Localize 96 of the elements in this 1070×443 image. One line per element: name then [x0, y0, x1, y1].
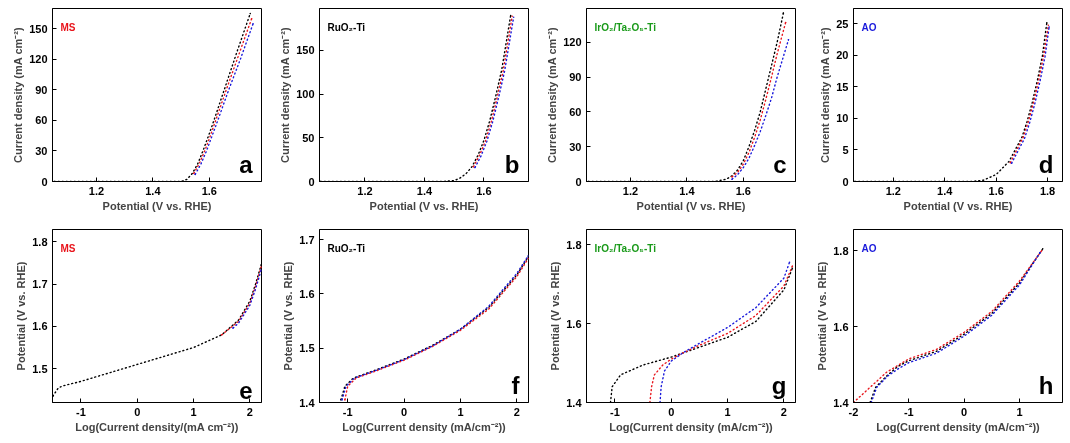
y-axis-title: Potential (V vs. RHE)	[549, 261, 562, 371]
x-axis-title: Log(Current density/(mA cm⁻²))	[75, 420, 239, 433]
x-tick-label: 1.2	[357, 184, 373, 197]
y-tick-label: 1.7	[299, 233, 315, 246]
y-tick-label: 90	[569, 71, 582, 83]
x-tick-label: 1.4	[679, 184, 696, 197]
x-tick-label: 1	[457, 405, 464, 418]
x-tick-label: 1	[190, 405, 197, 418]
x-tick-label: -1	[342, 405, 353, 418]
x-axis-title: Potential (V vs. RHE)	[636, 199, 746, 212]
y-tick-label: 0	[842, 175, 849, 188]
x-tick-label: 1.2	[885, 184, 901, 197]
y-tick-label: 1.7	[32, 278, 48, 291]
x-tick-label: -2	[848, 405, 859, 418]
annotation: h	[1038, 371, 1054, 399]
x-axis-title: Potential (V vs. RHE)	[102, 199, 212, 212]
annotation: e	[239, 376, 253, 404]
annotation: c	[773, 150, 787, 178]
y-tick-label: 1.6	[833, 320, 849, 333]
y-tick-label: 1.4	[566, 396, 583, 409]
x-tick-label: 1.6	[476, 184, 492, 197]
y-tick-label: 1.8	[566, 238, 582, 251]
x-tick-label: 1.4	[416, 184, 433, 197]
y-tick-label: 150	[296, 44, 315, 57]
y-tick-label: 30	[569, 140, 582, 153]
x-tick-label: 1.4	[937, 184, 954, 197]
x-tick-label: -1	[76, 405, 86, 418]
x-tick-label: 1.4	[145, 184, 162, 197]
annotation: f	[511, 371, 521, 399]
y-tick-label: 15	[836, 80, 849, 93]
x-tick-label: 2	[513, 405, 520, 418]
y-tick-label: 0	[308, 175, 315, 188]
x-tick-label: 2	[246, 405, 253, 418]
x-axis-title: Log(Current density (mA/cm⁻²))	[876, 420, 1041, 433]
y-tick-label: 90	[35, 83, 48, 96]
text: IrO₂/Ta₂O₅-Ti	[594, 21, 657, 33]
x-tick-label: 1	[724, 405, 731, 418]
y-tick-label: 120	[29, 53, 48, 66]
y-tick-label: 20	[836, 49, 849, 62]
text: MS	[60, 242, 76, 254]
text: MS	[60, 21, 76, 33]
y-tick-label: 1.6	[32, 320, 48, 333]
x-tick-label: 1.6	[735, 184, 751, 197]
x-tick-label: 0	[668, 405, 675, 418]
x-tick-label: 0	[401, 405, 408, 418]
x-tick-label: 2	[780, 405, 787, 418]
x-tick-label: 1.6	[988, 184, 1004, 197]
x-axis-title: Log(Current density (mA/cm⁻²))	[609, 420, 774, 433]
y-tick-label: 1.5	[32, 362, 48, 375]
x-tick-label: 0	[961, 405, 968, 418]
x-tick-label: 1	[1016, 405, 1023, 418]
y-tick-label: 25	[836, 17, 849, 30]
y-tick-label: 150	[29, 22, 48, 35]
y-tick-label: 60	[35, 114, 48, 127]
y-tick-label: 1.4	[833, 396, 850, 409]
text: RuO₂-Ti	[327, 242, 366, 254]
y-axis-title: Potential (V vs. RHE)	[816, 261, 829, 371]
y-axis-title: Current density (mA cm⁻²)	[279, 27, 292, 164]
y-axis-title: Potential (V vs. RHE)	[15, 261, 28, 371]
x-tick-label: -1	[610, 405, 620, 418]
y-tick-label: 0	[41, 175, 48, 188]
y-tick-label: 1.4	[299, 396, 316, 409]
y-axis-title: Potential (V vs. RHE)	[282, 261, 295, 371]
x-axis-title: Potential (V vs. RHE)	[369, 199, 479, 212]
y-tick-label: 5	[842, 143, 849, 156]
y-tick-label: 120	[563, 36, 582, 49]
annotation: a	[239, 150, 254, 178]
text: AO	[861, 242, 877, 254]
text: RuO₂-Ti	[327, 21, 366, 33]
x-tick-label: 1.2	[88, 184, 105, 197]
x-tick-label: 0	[134, 405, 141, 418]
x-tick-label: -1	[903, 405, 914, 418]
y-tick-label: 100	[296, 88, 315, 101]
y-tick-label: 1.8	[833, 244, 849, 257]
y-axis-title: Current density (mA cm⁻²)	[546, 27, 559, 164]
x-axis-title: Potential (V vs. RHE)	[903, 199, 1013, 212]
y-tick-label: 0	[575, 175, 582, 188]
y-tick-label: 1.6	[566, 317, 582, 330]
y-tick-label: 1.6	[299, 287, 315, 300]
text: IrO₂/Ta₂O₅-Ti	[594, 242, 657, 254]
y-tick-label: 1.5	[299, 342, 315, 355]
y-tick-label: 60	[569, 105, 582, 118]
x-tick-label: 1.2	[622, 184, 639, 197]
annotation: g	[771, 371, 787, 399]
x-axis-title: Log(Current density (mA/cm⁻²))	[342, 420, 507, 433]
y-axis-title: Current density (mA cm⁻²)	[12, 27, 25, 164]
y-axis-title: Current density (mA cm⁻²)	[819, 27, 832, 164]
x-tick-label: 1.8	[1039, 184, 1056, 197]
annotation: b	[504, 150, 520, 178]
y-tick-label: 50	[302, 131, 315, 144]
y-tick-label: 30	[35, 144, 48, 157]
x-tick-label: 1.6	[201, 184, 217, 197]
text: AO	[861, 21, 877, 33]
y-tick-label: 1.8	[32, 235, 48, 248]
y-tick-label: 10	[836, 112, 849, 125]
annotation: d	[1038, 150, 1054, 178]
